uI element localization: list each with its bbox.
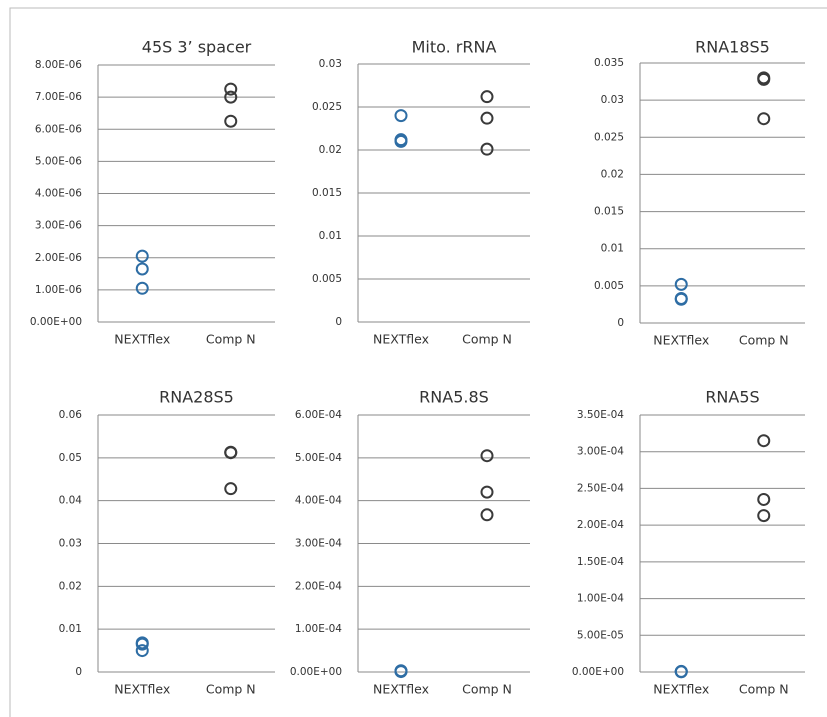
frame: [9, 7, 827, 717]
y-tick-label: 0.035: [594, 57, 624, 69]
data-point: [394, 134, 408, 148]
data-point: [674, 277, 688, 291]
data-point: [224, 482, 238, 496]
y-tick-label: 1.00E-04: [295, 623, 342, 635]
x-tick-label: Comp N: [739, 333, 789, 348]
y-tick-label: 0.015: [594, 206, 624, 218]
data-point: [757, 509, 771, 523]
y-tick-label: 3.50E-04: [577, 409, 624, 421]
data-point: [135, 249, 149, 263]
data-point: [480, 111, 494, 125]
y-tick-label: 0: [335, 316, 342, 328]
y-tick-label: 0.00E+00: [572, 666, 624, 678]
data-point: [394, 665, 408, 679]
chart-title: 45S 3’ spacer: [142, 38, 252, 57]
y-tick-label: 5.00E-04: [295, 452, 342, 464]
y-tick-label: 0.015: [312, 187, 342, 199]
y-tick-label: 0.04: [59, 495, 83, 507]
chart-title: Mito. rRNA: [412, 38, 497, 57]
data-point: [135, 262, 149, 276]
y-tick-label: 3.00E-04: [295, 538, 342, 550]
x-tick-label: Comp N: [462, 682, 512, 697]
y-tick-label: 2.00E-06: [35, 252, 82, 264]
data-point: [757, 492, 771, 506]
data-point: [480, 90, 494, 104]
x-tick-label: NEXTflex: [653, 682, 709, 697]
chart-title: RNA5S: [705, 388, 759, 407]
chart-title: RNA28S5: [159, 388, 234, 407]
y-tick-label: 5.00E-05: [577, 629, 624, 641]
chart-title: RNA5.8S: [419, 388, 489, 407]
y-tick-label: 3.00E-04: [577, 446, 624, 458]
data-point: [757, 434, 771, 448]
y-tick-label: 0.05: [59, 452, 82, 464]
x-tick-label: Comp N: [206, 682, 256, 697]
data-point: [480, 142, 494, 156]
data-point: [224, 114, 238, 128]
data-point: [480, 508, 494, 522]
x-tick-label: NEXTflex: [373, 682, 429, 697]
x-tick-label: NEXTflex: [653, 333, 709, 348]
data-point: [224, 90, 238, 104]
y-tick-label: 0.005: [594, 280, 624, 292]
data-point: [480, 485, 494, 499]
y-tick-label: 0: [617, 317, 624, 329]
y-tick-label: 2.50E-04: [577, 482, 624, 494]
chart-title: RNA18S5: [695, 38, 770, 57]
y-tick-label: 7.00E-06: [35, 91, 82, 103]
y-tick-label: 3.00E-06: [35, 220, 82, 232]
y-tick-label: 0.005: [312, 273, 342, 285]
y-tick-label: 2.00E-04: [295, 580, 342, 592]
x-tick-label: NEXTflex: [373, 332, 429, 347]
y-tick-label: 0.01: [601, 243, 624, 255]
y-tick-label: 1.00E-06: [35, 284, 82, 296]
y-tick-label: 0.02: [601, 168, 624, 180]
y-tick-label: 6.00E-04: [295, 409, 342, 421]
data-point: [674, 665, 688, 679]
data-point: [674, 292, 688, 306]
x-tick-label: Comp N: [206, 332, 256, 347]
y-tick-label: 2.00E-04: [577, 519, 624, 531]
x-tick-label: NEXTflex: [114, 332, 170, 347]
y-tick-label: 0.025: [594, 131, 624, 143]
y-tick-label: 0.02: [319, 144, 342, 156]
x-tick-label: Comp N: [739, 682, 789, 697]
y-tick-label: 0.03: [59, 538, 82, 550]
data-point: [135, 281, 149, 295]
y-tick-label: 8.00E-06: [35, 59, 82, 71]
y-tick-label: 5.00E-06: [35, 155, 82, 167]
data-point: [480, 449, 494, 463]
y-tick-label: 0: [75, 666, 82, 678]
data-point: [394, 109, 408, 123]
data-point: [135, 637, 149, 651]
y-tick-label: 1.00E-04: [577, 593, 624, 605]
y-tick-label: 0.02: [59, 580, 82, 592]
x-tick-label: Comp N: [462, 332, 512, 347]
data-point: [135, 644, 149, 658]
y-tick-label: 4.00E-04: [295, 495, 342, 507]
x-tick-label: NEXTflex: [114, 682, 170, 697]
y-tick-label: 6.00E-06: [35, 123, 82, 135]
y-tick-label: 0.01: [319, 230, 342, 242]
y-tick-label: 1.50E-04: [577, 556, 624, 568]
data-point: [224, 446, 238, 460]
y-tick-label: 4.00E-06: [35, 188, 82, 200]
y-tick-label: 0.06: [59, 409, 83, 421]
y-tick-label: 0.00E+00: [30, 316, 82, 328]
data-point: [757, 112, 771, 126]
y-tick-label: 0.025: [312, 101, 342, 113]
y-tick-label: 0.03: [319, 58, 342, 70]
y-tick-label: 0.03: [601, 94, 624, 106]
y-tick-label: 0.00E+00: [290, 666, 342, 678]
data-point: [224, 82, 238, 96]
data-point: [757, 72, 771, 86]
y-tick-label: 0.01: [59, 623, 82, 635]
